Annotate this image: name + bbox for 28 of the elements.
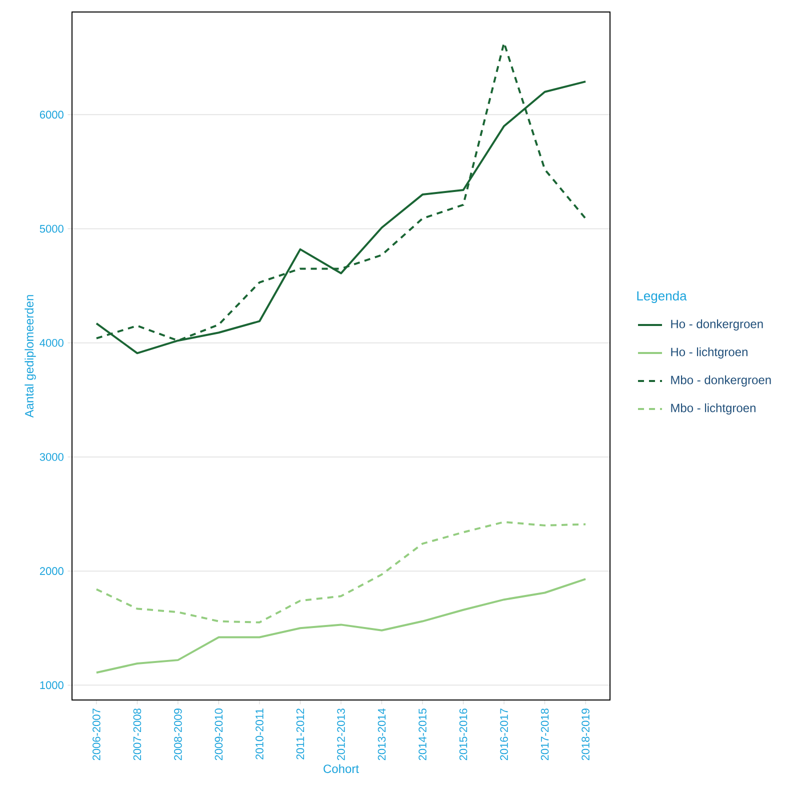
x-tick-label: 2012-2013 <box>337 708 345 760</box>
y-axis-title: Aantal gediplomeerden <box>24 295 36 418</box>
legend-label: Mbo - donkergroen <box>671 375 771 387</box>
x-tick-label: 2006-2007 <box>92 708 100 760</box>
x-tick-label: 2016-2017 <box>500 708 508 760</box>
x-tick-label: 2017-2018 <box>540 708 549 760</box>
x-tick-label: 2009-2010 <box>214 708 223 760</box>
y-tick-label: 2000 <box>40 567 64 575</box>
line-series <box>95 521 587 624</box>
legend-title: Legenda <box>637 290 687 304</box>
legend-label: Mbo - lichtgroen <box>671 403 756 415</box>
y-tick-label: 4000 <box>40 338 64 347</box>
x-axis-title: Cohort <box>324 764 359 774</box>
legend-label: Ho - lichtgroen <box>671 347 748 359</box>
y-tick-label: 3000 <box>40 453 64 461</box>
x-tick-label: 2011-2012 <box>296 708 304 760</box>
x-tick-label: 2018-2019 <box>582 708 590 760</box>
legend-label: Ho - donkergroen <box>671 319 763 331</box>
x-tick-label: 2007-2008 <box>133 708 142 760</box>
y-tick-label: 5000 <box>40 224 64 233</box>
x-tick-label: 2015-2016 <box>459 708 468 760</box>
x-tick-label: 2010-2011 <box>256 708 264 760</box>
y-tick-label: 6000 <box>40 110 64 119</box>
x-tick-label: 2014-2015 <box>418 708 426 760</box>
y-tick-label: 1000 <box>40 681 64 690</box>
x-tick-label: 2008-2009 <box>174 708 182 760</box>
x-tick-label: 2013-2014 <box>378 708 386 760</box>
line-series <box>95 578 587 674</box>
